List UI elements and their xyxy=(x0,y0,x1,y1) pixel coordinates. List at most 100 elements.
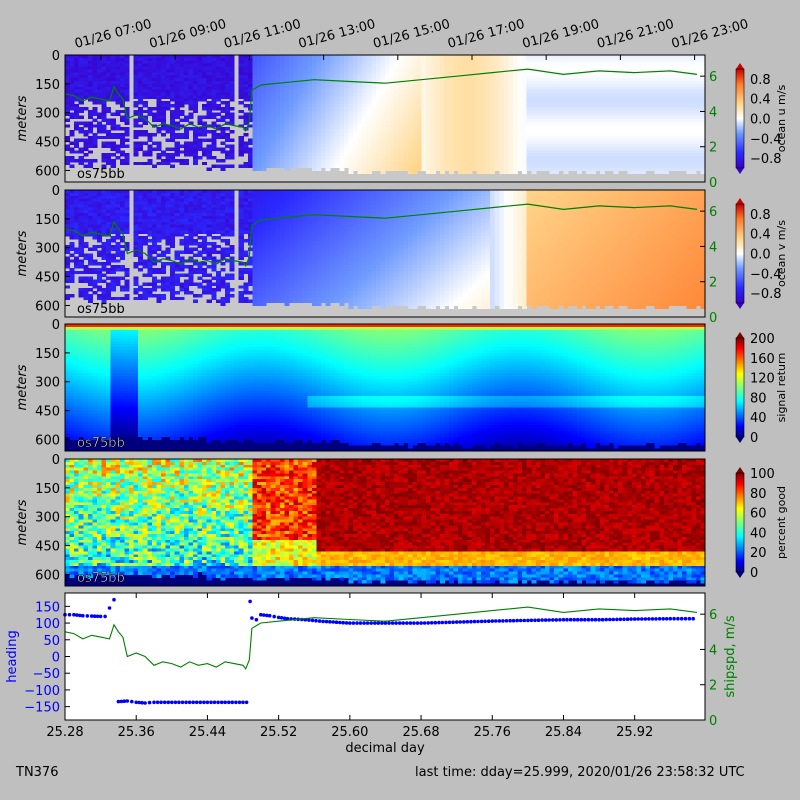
heading-point xyxy=(683,616,688,621)
heading-point xyxy=(365,621,370,625)
heading-point xyxy=(351,621,356,625)
heading-point xyxy=(565,617,569,622)
heading-point xyxy=(494,619,498,623)
heading-point xyxy=(194,700,199,705)
speed-tick-label: 4 xyxy=(709,105,717,120)
colorbar-tick-label: 20 xyxy=(750,546,767,561)
depth-tick-label: 300 xyxy=(35,242,60,257)
bottom-panel-background xyxy=(65,593,705,720)
heading-point xyxy=(561,617,566,622)
heading-point xyxy=(85,614,90,618)
heading-point xyxy=(81,613,85,618)
depth-tick-label: 150 xyxy=(35,347,60,362)
heading-point xyxy=(205,700,210,705)
heading-point xyxy=(282,616,287,621)
x-tick-label: 25.44 xyxy=(189,725,226,740)
heading-point xyxy=(155,700,160,705)
depth-axis-label: meters xyxy=(15,230,30,276)
shipspd-tick-label: 2 xyxy=(709,679,717,694)
depth-axis-label: meters xyxy=(15,364,30,410)
heading-point xyxy=(334,620,339,624)
heading-point xyxy=(262,613,266,617)
speed-tick-label: 2 xyxy=(709,276,717,291)
heading-point xyxy=(526,618,530,623)
colorbar-tick-label: 0.4 xyxy=(750,228,771,243)
heading-point xyxy=(241,700,245,705)
heading-point xyxy=(244,700,249,705)
heading-point xyxy=(140,700,144,705)
heading-point xyxy=(130,699,134,704)
heading-point xyxy=(647,617,651,621)
heading-point xyxy=(462,620,466,624)
colorbar-cap-top xyxy=(736,63,744,69)
x-axis-label: decimal day xyxy=(345,741,425,756)
heading-point xyxy=(608,617,612,622)
colorbar-tick-label: 0.4 xyxy=(750,93,771,108)
cruise-id: TN376 xyxy=(16,765,58,780)
heading-point xyxy=(387,621,391,625)
heading-point xyxy=(177,700,181,705)
heading-point xyxy=(650,617,655,621)
heading-point xyxy=(279,616,284,620)
heading-point xyxy=(490,619,495,623)
heading-point xyxy=(134,700,138,705)
heading-point xyxy=(401,621,406,625)
heading-point xyxy=(184,700,188,705)
heading-tick-label: 100 xyxy=(35,617,60,632)
heading-point xyxy=(458,620,463,624)
last-time-stamp: last time: dday=25.999, 2020/01/26 23:58… xyxy=(415,765,745,780)
ship-speed-line xyxy=(64,606,698,670)
heading-markers xyxy=(63,597,695,705)
heading-point xyxy=(67,612,72,617)
heading-point xyxy=(433,620,438,625)
colorbar-tick-label: 40 xyxy=(750,526,767,541)
heading-point xyxy=(679,616,684,621)
heading-point xyxy=(515,618,519,623)
heading-point xyxy=(572,617,576,622)
colorbar-tick-label: 0 xyxy=(750,431,758,446)
heading-point xyxy=(575,617,580,622)
depth-axis-label: meters xyxy=(15,95,30,141)
heading-point xyxy=(369,621,374,625)
ship-speed-line-v xyxy=(64,203,698,267)
heading-point xyxy=(338,620,342,625)
colorbar-tick-label: 80 xyxy=(750,487,767,502)
heading-point xyxy=(147,700,152,705)
heading-point xyxy=(212,700,217,705)
heading-point xyxy=(143,701,147,705)
heading-point xyxy=(276,615,281,620)
colorbar-tick-label: 0.0 xyxy=(750,113,771,128)
heading-point xyxy=(259,612,263,617)
depth-tick-label: 600 xyxy=(35,568,60,583)
heading-point xyxy=(380,621,384,625)
colorbar-tick-label: 0.0 xyxy=(750,248,771,263)
ocean-v-instrument-label: os75bb xyxy=(77,302,125,317)
heading-point xyxy=(611,617,616,622)
heading-point xyxy=(219,700,224,705)
colorbar-label: ocean v m/s xyxy=(775,220,788,287)
axes xyxy=(64,54,745,721)
heading-point xyxy=(198,700,203,705)
heading-point xyxy=(568,617,573,622)
depth-tick-label: 300 xyxy=(35,376,60,391)
heading-point xyxy=(600,617,605,622)
depth-tick-label: 450 xyxy=(35,405,60,420)
axes-frame-0 xyxy=(64,54,706,183)
x-tick-label: 25.60 xyxy=(331,725,368,740)
heading-point xyxy=(152,700,156,705)
heading-point xyxy=(543,618,548,622)
colorbar-tick-label: −0.4 xyxy=(750,267,782,282)
depth-tick-label: 450 xyxy=(35,540,60,555)
signal-return-instrument-label: os75bb xyxy=(77,436,125,451)
heading-point xyxy=(75,613,79,617)
heading-point xyxy=(98,614,103,619)
time-tick-label: 01/26 11:00 xyxy=(222,17,302,52)
depth-tick-label: 300 xyxy=(35,107,60,122)
depth-tick-label: 600 xyxy=(35,299,60,314)
ocean-u-colorbar xyxy=(735,68,745,169)
heading-point xyxy=(479,619,484,624)
heading-point xyxy=(522,618,527,623)
heading-point xyxy=(668,616,673,621)
colorbar-cap-bottom xyxy=(736,437,744,443)
heading-point xyxy=(593,617,598,622)
